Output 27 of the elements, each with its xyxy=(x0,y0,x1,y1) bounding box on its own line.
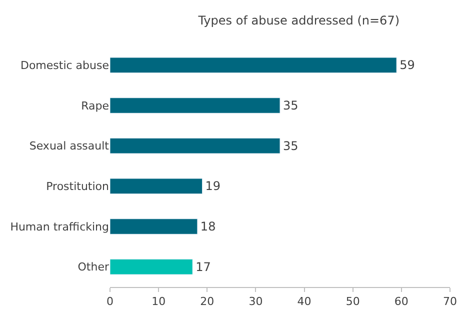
bar xyxy=(110,98,280,114)
bar xyxy=(110,57,397,74)
data-label: 35 xyxy=(283,98,298,112)
x-tick-label: 50 xyxy=(346,295,360,308)
y-tick-label: Rape xyxy=(81,99,110,112)
data-label: 35 xyxy=(283,138,298,153)
x-tick-label: 0 xyxy=(106,295,114,308)
x-tick-label: 30 xyxy=(248,295,263,308)
y-tick-label: Prostitution xyxy=(46,180,110,194)
y-tick-label: Sexual assault xyxy=(29,140,110,153)
bar xyxy=(110,258,193,275)
x-tick-label: 40 xyxy=(297,295,312,308)
chart-title: Types of abuse addressed (n=67) xyxy=(197,13,400,28)
y-tick-label: Domestic abuse xyxy=(20,59,110,72)
bar xyxy=(110,138,280,154)
x-tick-label: 10 xyxy=(152,295,166,308)
data-label: 18 xyxy=(200,220,216,234)
x-tick-label: 70 xyxy=(443,295,457,308)
data-label: 19 xyxy=(205,179,221,194)
y-tick-label: Other xyxy=(78,260,110,274)
y-tick-label: Human trafficking xyxy=(10,220,109,234)
x-tick-label: 60 xyxy=(394,295,408,308)
bar xyxy=(110,218,198,234)
bar xyxy=(110,178,203,194)
x-tick-label: 20 xyxy=(200,295,214,308)
data-label: 59 xyxy=(400,58,415,72)
data-label: 17 xyxy=(196,260,211,274)
